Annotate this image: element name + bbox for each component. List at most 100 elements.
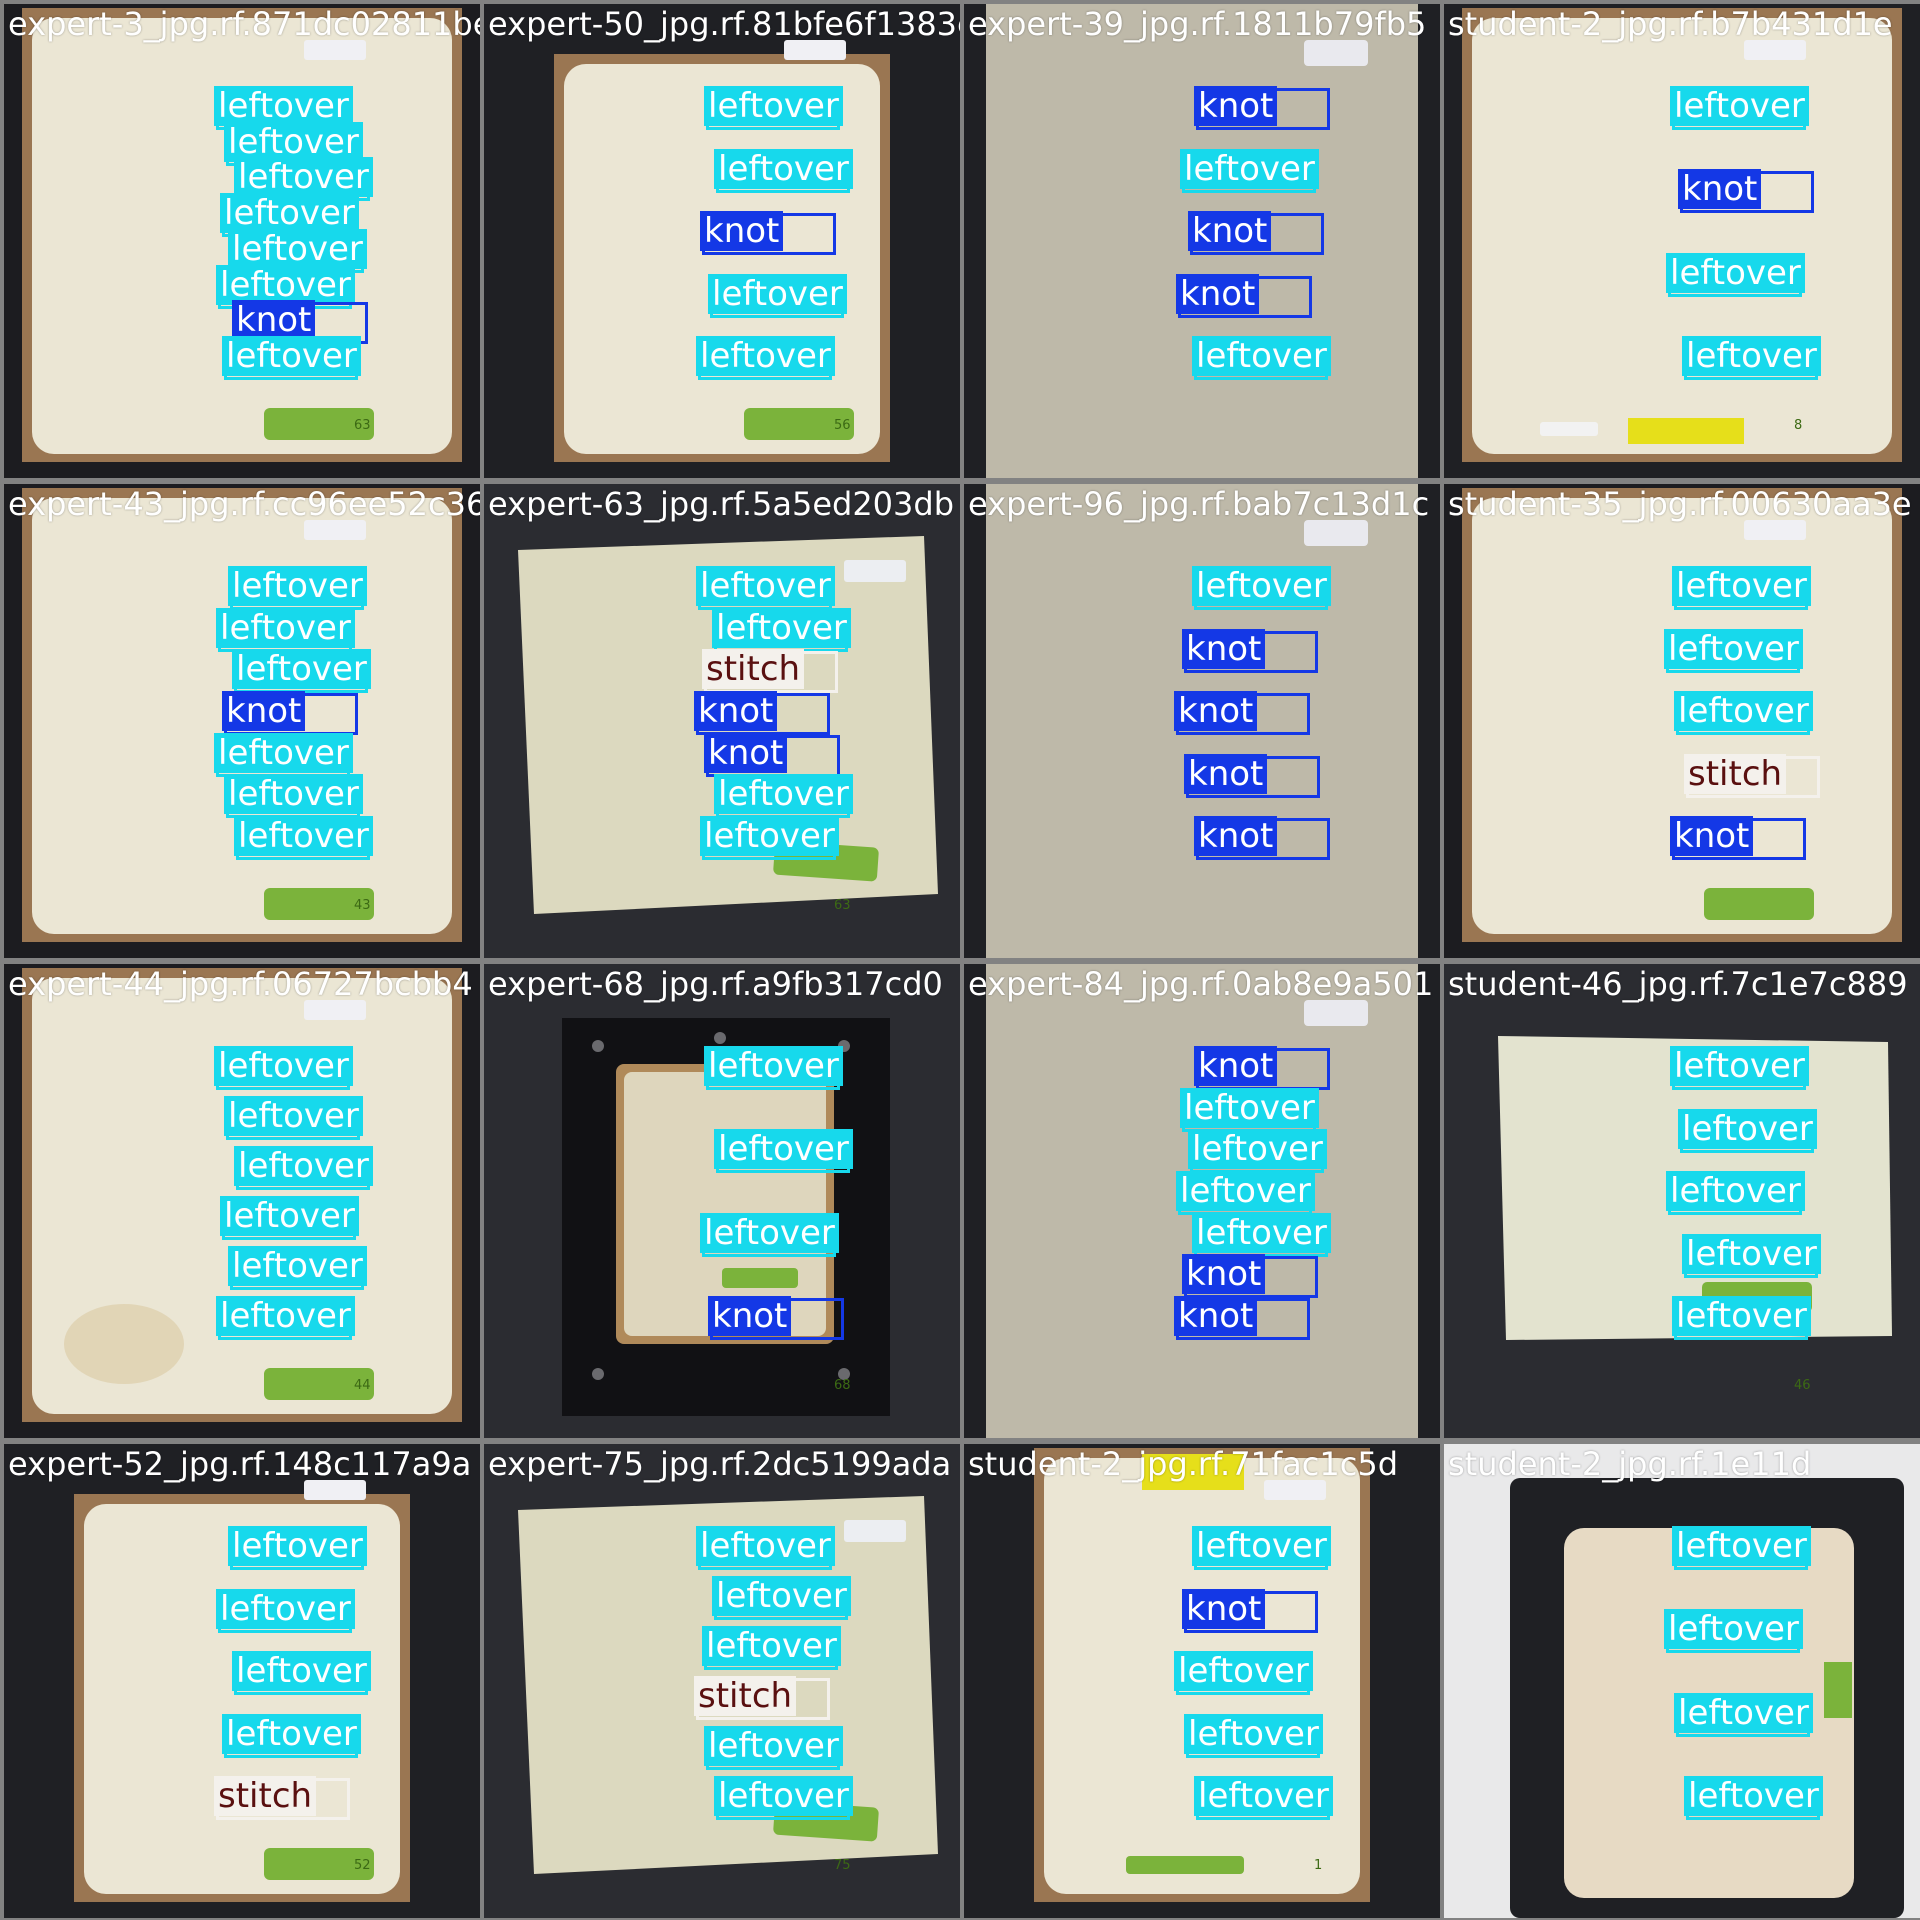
image-tile: 46 leftover leftover leftover leftover leftov… — [1444, 964, 1920, 1438]
detection-box: leftover — [220, 1196, 359, 1240]
detection-overlay: leftover leftover leftover leftover leftover — [1444, 964, 1920, 1438]
detection-label: leftover — [1192, 336, 1331, 376]
detection-overlay: knot leftover leftover leftover leftover knot… — [964, 964, 1440, 1438]
detection-label: leftover — [714, 774, 853, 815]
detection-label: knot — [1174, 691, 1258, 731]
detection-label: leftover — [216, 1588, 355, 1629]
detection-box: leftover — [234, 157, 373, 202]
detection-overlay: leftover leftover leftover leftover leftover… — [4, 964, 480, 1438]
detection-label: leftover — [1672, 1296, 1811, 1336]
detection-box: leftover — [222, 336, 361, 380]
detection-label: leftover — [1672, 1526, 1811, 1566]
detection-box: leftover — [704, 86, 843, 130]
detection-label: leftover — [222, 336, 361, 376]
detection-box: stitch — [702, 649, 838, 694]
detection-label: leftover — [1678, 1108, 1817, 1149]
detection-box: knot — [700, 211, 836, 255]
detection-label: leftover — [704, 1046, 843, 1086]
detection-label: knot — [700, 211, 784, 251]
detection-box: leftover — [712, 1576, 851, 1620]
detection-overlay: leftover leftover leftover leftover — [1444, 1444, 1920, 1918]
detection-box: leftover — [1194, 1776, 1333, 1820]
detection-label: leftover — [704, 1726, 843, 1766]
detection-label: leftover — [214, 732, 353, 773]
detection-label: knot — [1194, 86, 1278, 126]
tag-number: 63 — [354, 418, 371, 433]
detection-box: leftover — [1176, 1171, 1315, 1215]
detection-box: leftover — [714, 1129, 853, 1174]
detection-label: leftover — [228, 1526, 367, 1566]
image-tile: leftover knot knot knot knot expert-96_jpg.rf… — [964, 484, 1440, 958]
detection-box: leftover — [714, 1776, 853, 1820]
detection-overlay: leftover knot knot knot knot — [964, 484, 1440, 958]
detection-box: leftover — [708, 273, 847, 318]
detection-box: leftover — [232, 649, 371, 694]
detection-box: leftover — [1672, 1526, 1811, 1570]
detection-label: leftover — [220, 1196, 359, 1236]
tile-filename: student-2_jpg.rf.b7b431d1e — [1448, 5, 1893, 43]
detection-box: leftover — [1674, 691, 1813, 735]
detection-box: leftover — [1674, 1692, 1813, 1737]
detection-box: leftover — [1192, 336, 1331, 380]
detection-label: stitch — [214, 1776, 317, 1816]
detection-box: leftover — [700, 816, 839, 860]
image-tile: knot leftover knot knot leftover expert-39_jp… — [964, 4, 1440, 478]
detection-overlay: leftover leftover leftover stitch knot — [1444, 484, 1920, 958]
detection-box: leftover — [696, 336, 835, 380]
detection-box: leftover — [1174, 1651, 1313, 1695]
detection-label: leftover — [696, 1526, 835, 1566]
detection-box: leftover — [712, 607, 851, 652]
detection-box: leftover — [1670, 1046, 1809, 1090]
detection-label: leftover — [224, 774, 363, 815]
detection-label: knot — [1182, 628, 1266, 669]
detection-box: leftover — [714, 774, 853, 819]
detection-overlay: leftover leftover stitch knot knot leftover le… — [484, 484, 960, 958]
detection-label: leftover — [1192, 1212, 1331, 1253]
detection-label: leftover — [1664, 1609, 1803, 1650]
detection-label: leftover — [232, 1651, 371, 1691]
image-tile: 43 leftover leftover leftover knot leftover le… — [4, 484, 480, 958]
tile-filename: expert-68_jpg.rf.a9fb317cd0 — [488, 965, 943, 1003]
detection-box: leftover — [228, 1526, 367, 1570]
detection-label: stitch — [694, 1676, 797, 1716]
detection-box: leftover — [1188, 1129, 1327, 1174]
detection-box: knot — [222, 691, 358, 735]
detection-label: leftover — [1684, 1776, 1823, 1816]
detection-box: knot — [1174, 1296, 1310, 1340]
tag-number: 63 — [834, 898, 851, 913]
detection-overlay: leftover leftover leftover stitch leftover le… — [484, 1444, 960, 1918]
detection-label: leftover — [1672, 566, 1811, 606]
detection-overlay: knot leftover knot knot leftover — [964, 4, 1440, 478]
detection-box: leftover — [1664, 628, 1803, 673]
detection-box: leftover — [1184, 1713, 1323, 1758]
detection-label: leftover — [1194, 1776, 1333, 1816]
detection-label: stitch — [702, 649, 805, 690]
detection-label: leftover — [216, 264, 355, 305]
image-tile: leftover leftover leftover stitch knot studen… — [1444, 484, 1920, 958]
tag-number: 1 — [1314, 1858, 1322, 1873]
detection-box: leftover — [1666, 252, 1805, 297]
detection-box: knot — [1194, 86, 1330, 130]
detection-box: stitch — [214, 1776, 350, 1820]
detection-label: leftover — [222, 1713, 361, 1754]
detection-label: leftover — [1184, 1713, 1323, 1754]
detection-label: leftover — [700, 1212, 839, 1253]
detection-box: leftover — [1664, 1609, 1803, 1654]
detection-box: knot — [1184, 753, 1320, 798]
detection-box: leftover — [1682, 336, 1821, 380]
detection-label: knot — [694, 691, 778, 731]
detection-box: stitch — [1684, 753, 1820, 798]
detection-box: leftover — [216, 1588, 355, 1633]
image-tile: 63 leftover leftover leftover leftover leftov… — [4, 4, 480, 478]
detection-box: knot — [708, 1296, 844, 1340]
detection-box: leftover — [696, 1526, 835, 1570]
tile-filename: student-35_jpg.rf.00630aa3e — [1448, 485, 1912, 523]
detection-label: knot — [222, 691, 306, 731]
detection-box: knot — [1678, 169, 1814, 214]
detection-label: leftover — [1188, 1129, 1327, 1170]
detection-label: leftover — [1666, 252, 1805, 293]
specimen-photo: 8 — [1444, 4, 1920, 478]
detection-box: leftover — [714, 148, 853, 193]
detection-box: leftover — [1666, 1171, 1805, 1215]
detection-box: leftover — [224, 774, 363, 819]
